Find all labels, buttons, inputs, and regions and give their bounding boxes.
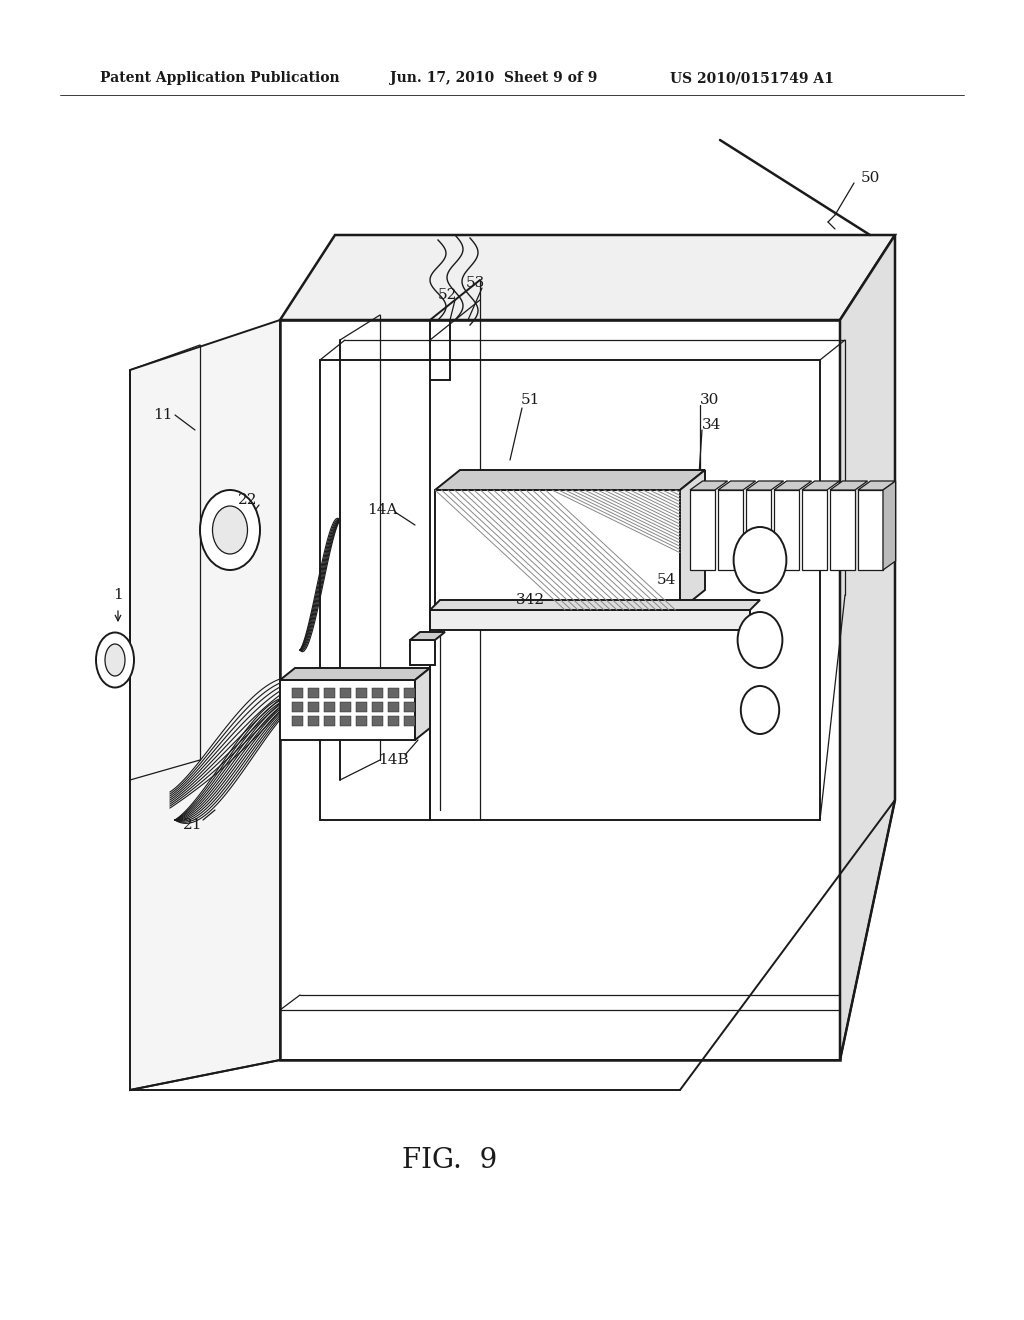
Polygon shape bbox=[883, 480, 896, 570]
Text: 50: 50 bbox=[860, 172, 880, 185]
Bar bbox=[388, 702, 399, 711]
Text: 11: 11 bbox=[154, 408, 173, 422]
Bar bbox=[308, 702, 319, 711]
Polygon shape bbox=[858, 480, 896, 490]
Bar bbox=[388, 688, 399, 698]
Bar bbox=[404, 688, 415, 698]
Polygon shape bbox=[718, 490, 743, 570]
Text: Patent Application Publication: Patent Application Publication bbox=[100, 71, 340, 84]
Polygon shape bbox=[858, 490, 883, 570]
Polygon shape bbox=[690, 480, 728, 490]
Polygon shape bbox=[830, 480, 867, 490]
Ellipse shape bbox=[740, 686, 779, 734]
Bar bbox=[292, 715, 303, 726]
Polygon shape bbox=[410, 640, 435, 665]
Bar bbox=[292, 702, 303, 711]
Text: 54: 54 bbox=[656, 573, 676, 587]
Polygon shape bbox=[774, 480, 812, 490]
Ellipse shape bbox=[200, 490, 260, 570]
Polygon shape bbox=[802, 480, 840, 490]
Bar bbox=[340, 715, 351, 726]
Polygon shape bbox=[840, 235, 895, 1060]
Polygon shape bbox=[802, 490, 827, 570]
Text: 1: 1 bbox=[113, 587, 123, 602]
Text: 342: 342 bbox=[515, 593, 545, 607]
Bar bbox=[324, 688, 335, 698]
Text: FIG.  9: FIG. 9 bbox=[402, 1147, 498, 1173]
Polygon shape bbox=[130, 319, 280, 1090]
Ellipse shape bbox=[733, 527, 786, 593]
Text: 51: 51 bbox=[520, 393, 540, 407]
Text: 14A: 14A bbox=[367, 503, 397, 517]
Bar bbox=[372, 715, 383, 726]
Polygon shape bbox=[430, 610, 750, 630]
Polygon shape bbox=[435, 470, 705, 490]
Ellipse shape bbox=[213, 506, 248, 554]
Text: Jun. 17, 2010  Sheet 9 of 9: Jun. 17, 2010 Sheet 9 of 9 bbox=[390, 71, 597, 84]
Bar bbox=[404, 715, 415, 726]
Bar bbox=[404, 702, 415, 711]
Polygon shape bbox=[830, 490, 855, 570]
Polygon shape bbox=[430, 601, 760, 610]
Bar bbox=[340, 688, 351, 698]
Bar bbox=[340, 702, 351, 711]
Text: 52: 52 bbox=[437, 288, 457, 302]
Bar bbox=[308, 688, 319, 698]
Bar bbox=[308, 715, 319, 726]
Text: 30: 30 bbox=[700, 393, 720, 407]
Bar bbox=[356, 702, 367, 711]
Ellipse shape bbox=[105, 644, 125, 676]
Bar bbox=[372, 688, 383, 698]
Polygon shape bbox=[410, 632, 445, 640]
Polygon shape bbox=[746, 490, 771, 570]
Polygon shape bbox=[718, 480, 756, 490]
Ellipse shape bbox=[96, 632, 134, 688]
Polygon shape bbox=[435, 490, 680, 610]
Polygon shape bbox=[690, 490, 715, 570]
Text: US 2010/0151749 A1: US 2010/0151749 A1 bbox=[670, 71, 834, 84]
Bar bbox=[372, 702, 383, 711]
Polygon shape bbox=[774, 490, 799, 570]
Bar bbox=[324, 715, 335, 726]
Polygon shape bbox=[415, 668, 430, 741]
Text: 34: 34 bbox=[702, 418, 722, 432]
Bar bbox=[324, 702, 335, 711]
Text: 21: 21 bbox=[183, 818, 203, 832]
Polygon shape bbox=[280, 319, 840, 1060]
Text: 22: 22 bbox=[239, 492, 258, 507]
Polygon shape bbox=[280, 668, 430, 680]
Polygon shape bbox=[280, 680, 415, 741]
Text: 53: 53 bbox=[465, 276, 484, 290]
Polygon shape bbox=[746, 480, 783, 490]
Bar bbox=[292, 688, 303, 698]
Bar bbox=[388, 715, 399, 726]
Ellipse shape bbox=[737, 612, 782, 668]
Text: 14B: 14B bbox=[378, 752, 409, 767]
Bar bbox=[356, 715, 367, 726]
Polygon shape bbox=[280, 235, 895, 319]
Bar bbox=[356, 688, 367, 698]
Polygon shape bbox=[680, 470, 705, 610]
